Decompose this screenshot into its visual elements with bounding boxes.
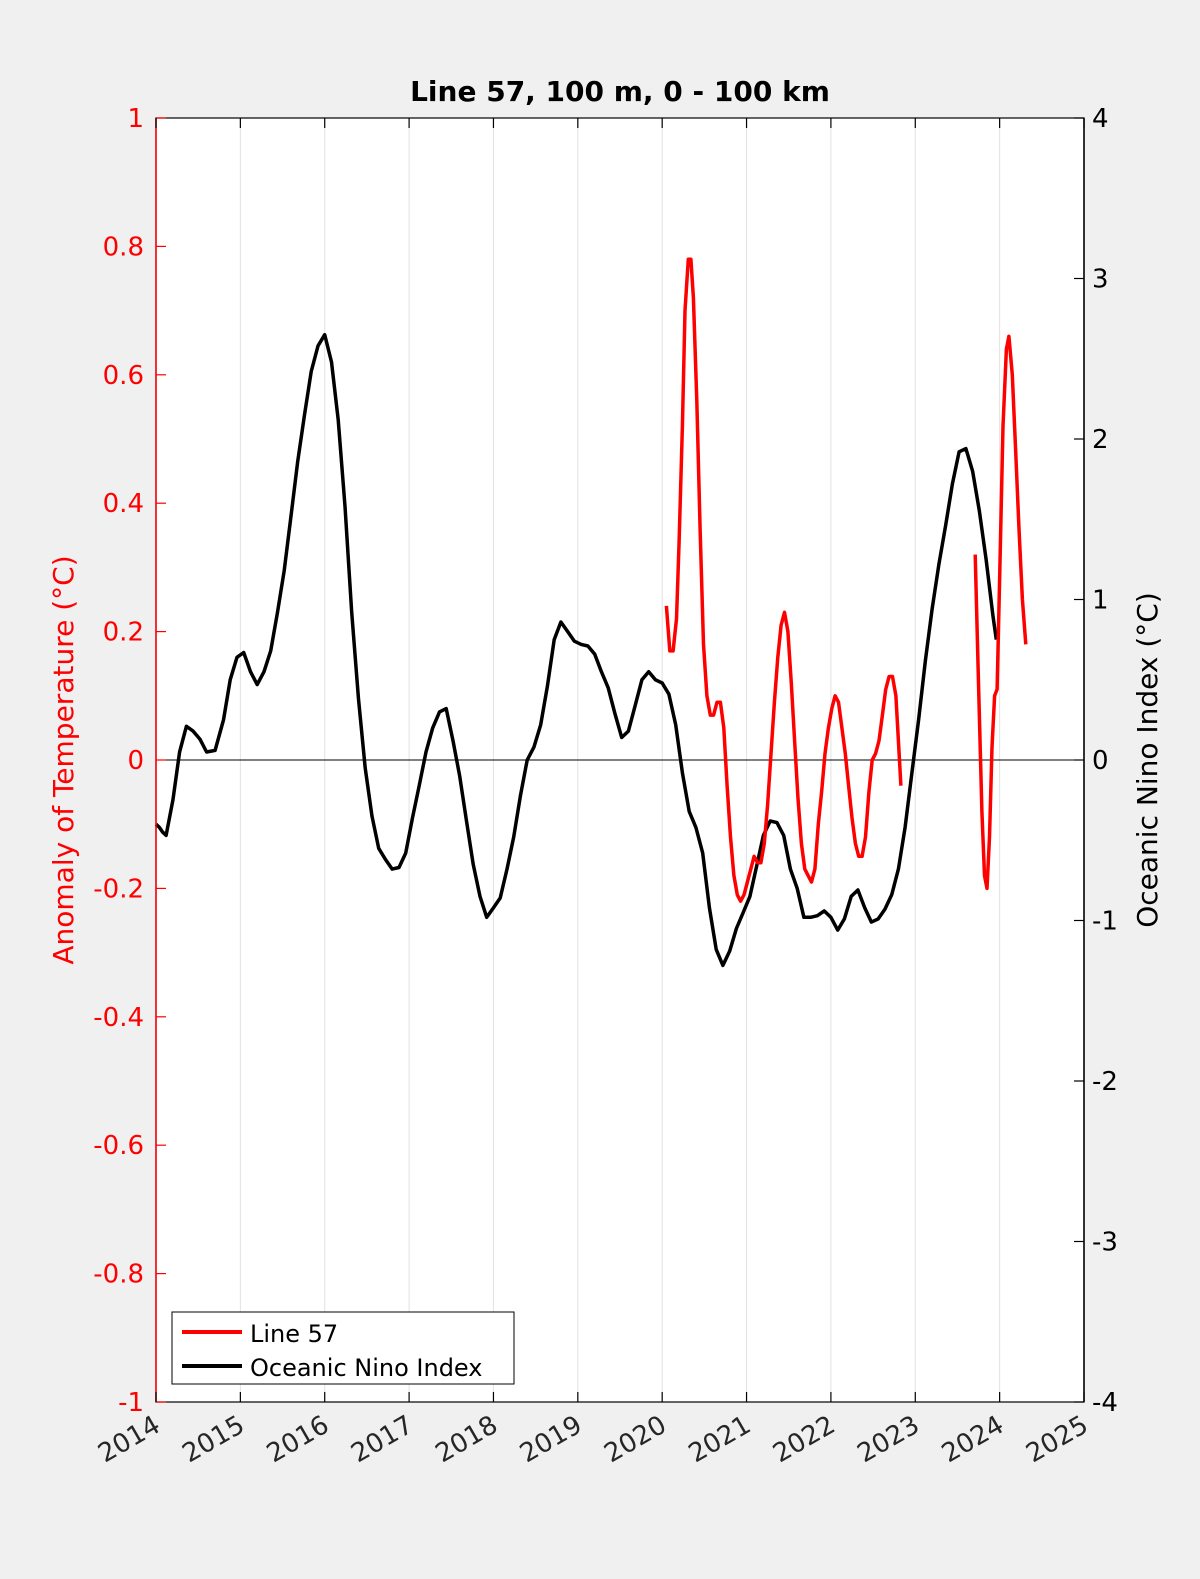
- left-tick-label: 0.2: [103, 618, 144, 648]
- left-axis-label: Anomaly of Temperature (°C): [47, 555, 80, 964]
- legend-label-line57: Line 57: [250, 1320, 338, 1348]
- chart-title: Line 57, 100 m, 0 - 100 km: [410, 75, 830, 108]
- right-tick-label: 4: [1092, 104, 1109, 134]
- legend-box: [171, 1311, 515, 1385]
- line57-series-line: [973, 334, 1028, 891]
- left-tick-label: 1: [127, 104, 144, 134]
- line57-series-line: [664, 257, 903, 903]
- left-tick-label: 0.8: [103, 232, 144, 262]
- left-tick-label: 0.4: [103, 489, 144, 519]
- left-tick-label: -0.6: [93, 1131, 144, 1161]
- oni-series-line: [154, 332, 999, 968]
- right-tick-label: -1: [1092, 907, 1118, 937]
- legend: Line 57 Oceanic Nino Index: [171, 1311, 515, 1385]
- right-y-axis: 4 3 2 1 0 -1 -2 -3 -4: [1074, 104, 1118, 1418]
- right-tick-label: 3: [1092, 265, 1109, 295]
- right-tick-label: -2: [1092, 1067, 1118, 1097]
- left-tick-label: -0.8: [93, 1260, 144, 1290]
- right-tick-label: 2: [1092, 425, 1109, 455]
- right-axis-label: Oceanic Nino Index (°C): [1131, 592, 1164, 928]
- left-tick-label: -0.2: [93, 874, 144, 904]
- left-y-axis: 1 0.8 0.6 0.4 0.2 0 -0.2 -0.4 -0.6 -0.8 -1: [93, 104, 166, 1418]
- series-layer: [154, 257, 1028, 968]
- left-tick-label: 0.6: [103, 361, 144, 391]
- right-tick-label: -4: [1092, 1388, 1118, 1418]
- legend-label-oni: Oceanic Nino Index: [250, 1354, 482, 1382]
- right-tick-label: 1: [1092, 586, 1109, 616]
- left-tick-label: -0.4: [93, 1003, 144, 1033]
- left-tick-label: 0: [127, 746, 144, 776]
- right-tick-label: -3: [1092, 1228, 1118, 1258]
- right-tick-label: 0: [1092, 746, 1109, 776]
- left-tick-label: -1: [118, 1388, 144, 1418]
